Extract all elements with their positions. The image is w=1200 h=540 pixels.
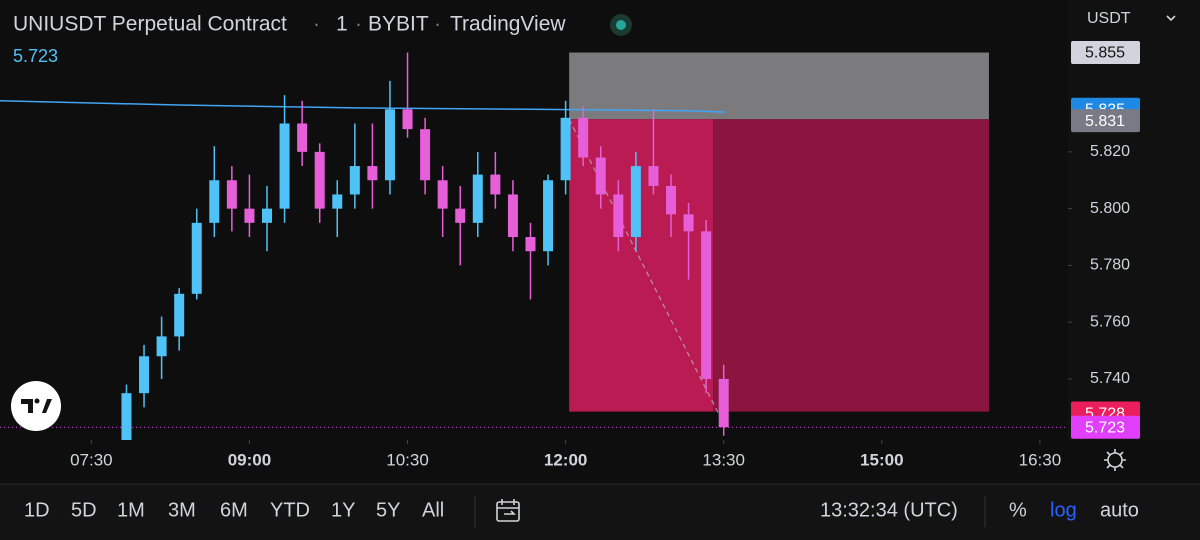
candle-body xyxy=(191,222,202,294)
candle-body xyxy=(701,231,712,379)
currency[interactable]: USDT xyxy=(1087,10,1131,27)
range-button[interactable]: 6M xyxy=(220,499,248,521)
x-tick-label: 12:00 xyxy=(544,450,587,469)
y-tick-label: 5.740 xyxy=(1090,370,1130,387)
candle-body xyxy=(402,109,413,130)
price-tag xyxy=(1071,41,1140,65)
plot xyxy=(0,52,1068,440)
range-button[interactable]: 3M xyxy=(168,499,196,521)
candle-body xyxy=(209,180,220,223)
candle-body xyxy=(226,180,237,209)
candle-body xyxy=(244,208,255,223)
price-tag-label: 5.831 xyxy=(1085,113,1125,130)
x-tick-label: 16:30 xyxy=(1019,450,1062,469)
separator: · xyxy=(313,13,320,36)
entry-to-last xyxy=(568,118,727,428)
currency-chevron xyxy=(1166,15,1176,22)
candle-body xyxy=(683,214,694,232)
stop-zone xyxy=(569,52,989,120)
last-price: 5.723 xyxy=(13,46,58,66)
price-axis xyxy=(1068,0,1200,440)
candle-body xyxy=(384,109,395,181)
x-tick-label: 13:30 xyxy=(702,450,745,469)
status-dot xyxy=(616,20,626,30)
separator: · xyxy=(355,13,362,36)
candle-body xyxy=(648,166,659,186)
candle-body xyxy=(156,336,167,357)
target-zone-ahead xyxy=(713,119,989,412)
candle-body xyxy=(437,180,448,209)
x-tick-label: 07:30 xyxy=(70,450,113,469)
range-button[interactable]: YTD xyxy=(270,499,310,521)
candle-body xyxy=(543,180,554,252)
y-tick-label: 5.760 xyxy=(1090,313,1130,330)
candle-body xyxy=(314,151,325,209)
candle-body xyxy=(297,123,308,152)
candle-body xyxy=(595,157,606,195)
candle-body xyxy=(455,208,466,223)
candle-body xyxy=(718,378,729,428)
candle-body xyxy=(578,117,589,158)
calendar-icon[interactable] xyxy=(496,499,520,522)
candle-body xyxy=(507,194,518,238)
y-tick-label: 5.780 xyxy=(1090,257,1130,274)
candle-body xyxy=(666,185,677,215)
candle-body xyxy=(420,129,431,181)
range-button[interactable]: 1D xyxy=(24,499,50,521)
range-button[interactable]: 1Y xyxy=(331,499,355,521)
x-tick-label: 10:30 xyxy=(386,450,429,469)
tv-logo[interactable] xyxy=(11,381,61,431)
clock: 13:32:34 (UTC) xyxy=(820,499,958,521)
log-toggle[interactable]: log xyxy=(1050,499,1077,521)
settings-icon[interactable] xyxy=(1104,449,1126,471)
candle-body xyxy=(613,194,624,238)
candle-body xyxy=(490,174,501,195)
price-tag xyxy=(1071,415,1140,439)
candle-body xyxy=(174,293,185,337)
range-button[interactable]: All xyxy=(422,499,444,521)
candle-body xyxy=(560,117,571,181)
auto-toggle[interactable]: auto xyxy=(1100,499,1139,521)
percent-toggle[interactable]: % xyxy=(1009,499,1027,521)
price-tag-label: 5.723 xyxy=(1085,419,1125,436)
moving-average xyxy=(0,100,726,113)
candle-body xyxy=(472,174,483,223)
interval: 1 xyxy=(336,13,348,36)
range-button[interactable]: 1M xyxy=(117,499,145,521)
y-tick-label: 5.820 xyxy=(1090,143,1130,160)
candle-body xyxy=(630,166,641,238)
exchange: BYBIT xyxy=(368,13,429,36)
axes: 5.7405.7605.7805.8005.8205.8555.8355.831… xyxy=(70,41,1140,469)
candle-body xyxy=(139,356,150,394)
range-button[interactable]: 5D xyxy=(71,499,97,521)
candle-body xyxy=(262,208,272,223)
source: TradingView xyxy=(450,13,566,36)
candle-body xyxy=(367,166,378,181)
candle-body xyxy=(332,194,343,209)
price-tag xyxy=(1071,109,1140,133)
range-button[interactable]: 5Y xyxy=(376,499,400,521)
y-tick-label: 5.800 xyxy=(1090,200,1130,217)
candle-body xyxy=(349,166,360,195)
symbol: UNIUSDT Perpetual Contract xyxy=(13,13,287,36)
price-tag-label: 5.855 xyxy=(1085,45,1125,62)
toolbar xyxy=(0,484,1200,540)
x-tick-label: 09:00 xyxy=(228,450,271,469)
candle-body xyxy=(121,393,132,440)
x-tick-label: 15:00 xyxy=(860,450,903,469)
candle-body xyxy=(279,123,290,209)
candle-body xyxy=(525,237,536,252)
separator: · xyxy=(434,13,441,36)
